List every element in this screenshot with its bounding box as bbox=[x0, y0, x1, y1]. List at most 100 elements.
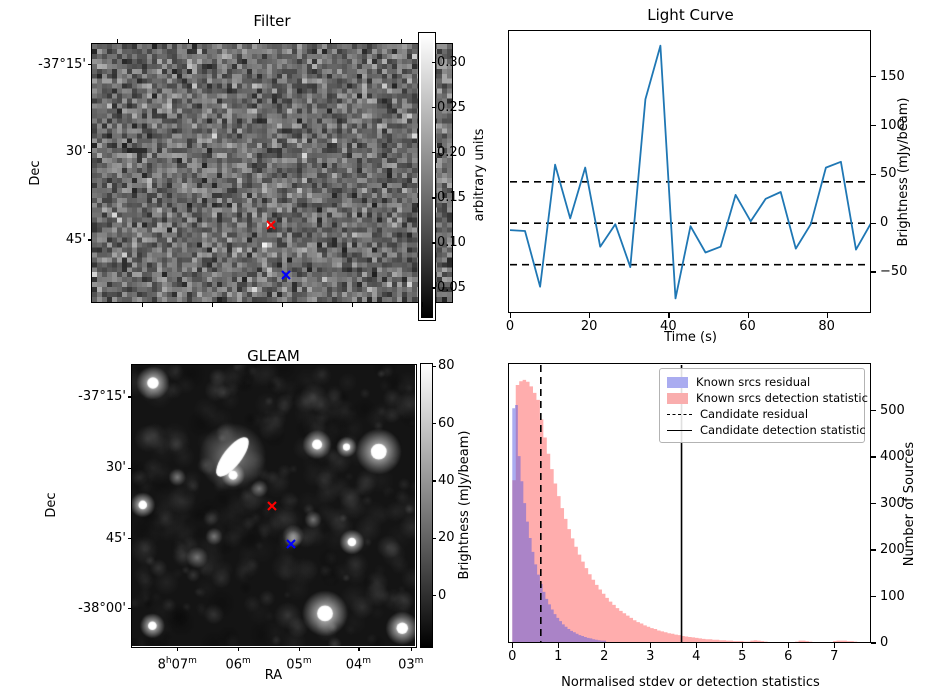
tick-mark bbox=[211, 302, 214, 307]
legend-swatch bbox=[667, 376, 688, 388]
tick-mark bbox=[788, 643, 790, 648]
tick-label: 0.15 bbox=[437, 189, 466, 205]
tick-label: 45' bbox=[65, 232, 86, 248]
hist-series-blue bbox=[512, 404, 607, 643]
tick-mark bbox=[871, 125, 876, 127]
x-marker bbox=[267, 501, 277, 511]
tick-label: 0.05 bbox=[437, 279, 466, 295]
tick-label: 45' bbox=[105, 530, 126, 546]
tick-label: 60 bbox=[739, 319, 756, 334]
tick-mark bbox=[432, 537, 436, 540]
tick-mark bbox=[871, 76, 876, 78]
tick-label: 0 bbox=[880, 635, 889, 650]
gleam-panel-title: GLEAM bbox=[247, 347, 300, 365]
tick-mark bbox=[558, 643, 560, 648]
tick-label: 4 bbox=[692, 649, 701, 664]
tick-mark bbox=[668, 313, 670, 318]
legend-entry: Known srcs residual bbox=[667, 374, 856, 390]
tick-label: 04m bbox=[345, 656, 372, 673]
tick-mark bbox=[871, 271, 876, 273]
legend-label: Known srcs residual bbox=[696, 375, 811, 389]
tick-label: 60 bbox=[438, 415, 455, 431]
tick-label: 0.30 bbox=[437, 54, 466, 70]
tick-label: 200 bbox=[880, 542, 905, 558]
tick-label: 0 bbox=[438, 587, 447, 603]
tick-mark bbox=[871, 456, 876, 458]
tick-label: 40 bbox=[660, 319, 677, 334]
tick-label: 300 bbox=[880, 495, 905, 511]
tick-mark bbox=[826, 313, 828, 318]
tick-label: 30' bbox=[105, 460, 126, 476]
tick-mark bbox=[329, 39, 332, 44]
tick-mark bbox=[871, 642, 876, 644]
x-marker bbox=[266, 219, 276, 230]
tick-label: 3 bbox=[646, 649, 655, 664]
tick-mark bbox=[88, 151, 92, 153]
tick-label: -37°15' bbox=[38, 56, 86, 72]
tick-label: 8h07m bbox=[157, 656, 197, 673]
legend-label: Candidate detection statistic bbox=[700, 423, 866, 437]
tick-mark bbox=[88, 239, 92, 241]
tick-mark bbox=[142, 302, 144, 307]
lightcurve-xlabel: Time (s) bbox=[664, 330, 717, 345]
tick-label: 50 bbox=[880, 166, 897, 182]
tick-label: 0 bbox=[508, 649, 517, 664]
tick-mark bbox=[604, 643, 606, 648]
tick-mark bbox=[432, 197, 436, 199]
gleam-xlabel: RA bbox=[264, 668, 283, 683]
tick-label: 06m bbox=[225, 656, 251, 673]
legend-swatch bbox=[667, 392, 688, 404]
lightcurve-plot bbox=[510, 44, 871, 300]
legend-label: Candidate residual bbox=[700, 407, 809, 421]
tick-mark bbox=[298, 647, 301, 651]
tick-label: -38°00' bbox=[78, 600, 126, 616]
tick-label: 500 bbox=[880, 402, 905, 418]
tick-label: 1 bbox=[554, 649, 563, 664]
tick-label: 05m bbox=[286, 656, 312, 673]
tick-mark bbox=[128, 396, 132, 398]
tick-mark bbox=[650, 643, 652, 648]
tick-mark bbox=[432, 62, 436, 64]
tick-mark bbox=[128, 538, 132, 540]
gleam-colorbar-label: Brightness (mJy/beam) bbox=[457, 430, 472, 580]
histogram-xlabel: Normalised stdev or detection statistics bbox=[561, 675, 820, 690]
tick-label: 0 bbox=[505, 319, 515, 334]
tick-mark bbox=[188, 39, 190, 44]
tick-mark bbox=[871, 173, 876, 176]
tick-label: 100 bbox=[880, 588, 905, 604]
filter-panel-title: Filter bbox=[253, 12, 291, 30]
tick-mark bbox=[117, 39, 119, 44]
tick-mark bbox=[432, 152, 436, 154]
tick-label: 150 bbox=[880, 68, 905, 84]
legend-entry: Known srcs detection statistic bbox=[667, 390, 868, 406]
tick-label: 0.20 bbox=[437, 144, 466, 160]
tick-mark bbox=[589, 313, 591, 318]
tick-mark bbox=[282, 302, 284, 307]
legend-entry: Candidate detection statistic bbox=[667, 422, 866, 438]
histogram-legend: Known srcs residual Known srcs detection … bbox=[659, 368, 868, 443]
tick-label: -37°15' bbox=[78, 389, 126, 405]
tick-mark bbox=[88, 64, 92, 66]
tick-label: 40 bbox=[438, 473, 455, 488]
x-marker bbox=[281, 270, 291, 280]
tick-label: 30' bbox=[65, 144, 86, 160]
lightcurve-panel-title: Light Curve bbox=[647, 6, 734, 24]
tick-mark bbox=[432, 595, 436, 597]
tick-mark bbox=[871, 222, 876, 224]
tick-mark bbox=[128, 467, 132, 469]
tick-label: 03m bbox=[398, 656, 424, 673]
tick-mark bbox=[238, 647, 240, 651]
tick-mark bbox=[747, 313, 749, 318]
tick-label: −50 bbox=[880, 264, 908, 280]
tick-mark bbox=[742, 643, 744, 648]
tick-mark bbox=[432, 242, 436, 244]
tick-mark bbox=[400, 39, 403, 44]
legend-line-sample bbox=[667, 429, 692, 431]
tick-mark bbox=[696, 643, 698, 648]
tick-label: 100 bbox=[880, 117, 905, 133]
tick-label: 20 bbox=[438, 530, 455, 546]
filter-colorbar bbox=[418, 32, 436, 321]
tick-mark bbox=[432, 422, 436, 425]
tick-label: 5 bbox=[738, 649, 747, 664]
